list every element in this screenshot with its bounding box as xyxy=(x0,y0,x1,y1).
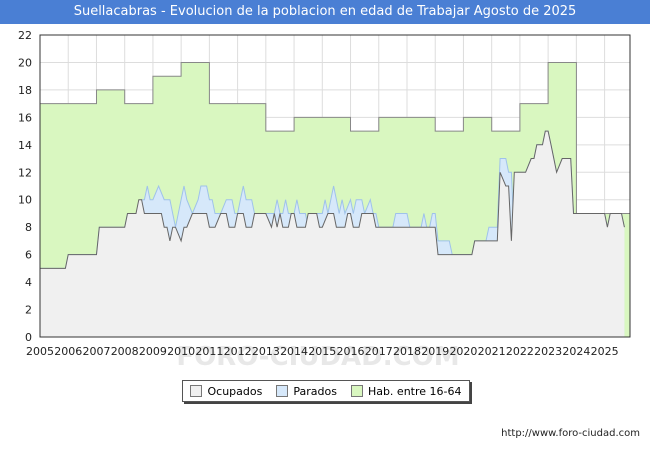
y-tick-label: 18 xyxy=(18,84,32,97)
series-area-ocupados xyxy=(40,131,625,337)
x-tick-label: 2009 xyxy=(139,345,167,358)
y-tick-label: 2 xyxy=(25,304,32,317)
x-tick-label: 2010 xyxy=(167,345,195,358)
x-tick-label: 2018 xyxy=(393,345,421,358)
x-tick-label: 2024 xyxy=(562,345,590,358)
series-line-ocupados xyxy=(40,130,625,269)
x-tick-label: 2017 xyxy=(365,345,393,358)
y-tick-label: 16 xyxy=(18,111,32,124)
x-tick-label: 2019 xyxy=(421,345,449,358)
y-tick-label: 22 xyxy=(18,29,32,42)
legend-swatch-parados xyxy=(276,385,289,397)
legend: Ocupados Parados Hab. entre 16-64 xyxy=(182,380,470,402)
legend-swatch-ocupados xyxy=(190,385,203,397)
x-tick-label: 2014 xyxy=(280,345,308,358)
x-tick-label: 2021 xyxy=(478,345,506,358)
legend-item-ocupados: Ocupados xyxy=(190,385,262,398)
y-tick-label: 0 xyxy=(25,331,32,344)
x-tick-label: 2015 xyxy=(308,345,336,358)
y-tick-label: 10 xyxy=(18,194,32,207)
legend-swatch-habitantes xyxy=(350,385,363,397)
x-tick-label: 2005 xyxy=(26,345,54,358)
x-tick-label: 2016 xyxy=(337,345,365,358)
y-tick-label: 8 xyxy=(25,221,32,234)
footer-url: http://www.foro-ciudad.com xyxy=(501,428,640,439)
y-tick-label: 4 xyxy=(25,276,32,289)
chart-title: Suellacabras - Evolucion de la poblacion… xyxy=(0,0,650,24)
legend-label-parados: Parados xyxy=(293,384,337,398)
x-tick-label: 2006 xyxy=(54,345,82,358)
x-tick-label: 2012 xyxy=(224,345,252,358)
x-tick-label: 2011 xyxy=(195,345,223,358)
x-tick-label: 2022 xyxy=(506,345,534,358)
series-line-hab-entre-16-64 xyxy=(40,62,630,214)
x-tick-label: 2023 xyxy=(534,345,562,358)
series-layer xyxy=(40,62,630,337)
watermark: FORO-CIUDAD.COM xyxy=(176,342,459,372)
y-tick-label: 6 xyxy=(25,249,32,262)
x-tick-label: 2008 xyxy=(111,345,139,358)
y-tick-label: 12 xyxy=(18,166,32,179)
y-tick-label: 20 xyxy=(18,56,32,69)
y-tick-label: 14 xyxy=(18,139,32,152)
legend-item-habitantes: Hab. entre 16-64 xyxy=(350,384,462,398)
legend-label-habitantes: Hab. entre 16-64 xyxy=(367,384,462,398)
x-tick-label: 2007 xyxy=(82,345,110,358)
legend-label-ocupados: Ocupados xyxy=(207,384,263,398)
x-tick-label: 2020 xyxy=(449,345,477,358)
x-tick-label: 2013 xyxy=(252,345,280,358)
x-tick-label: 2025 xyxy=(591,345,619,358)
legend-item-parados: Parados xyxy=(276,385,337,398)
plot-frame xyxy=(39,34,631,338)
